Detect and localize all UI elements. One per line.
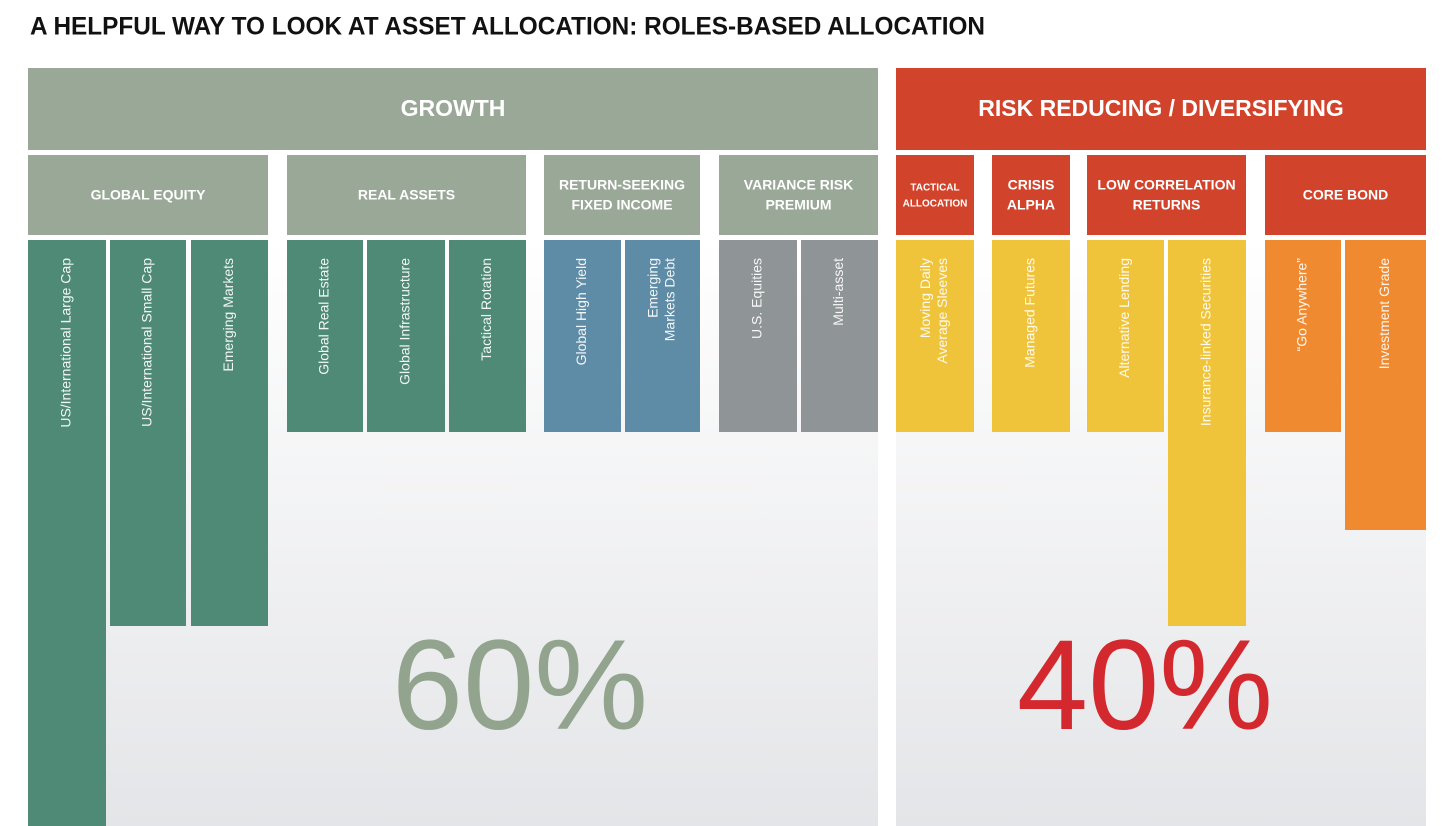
item-label: “Go Anywhere” — [1294, 258, 1310, 352]
allocation-bar — [625, 240, 700, 432]
category-header — [992, 155, 1070, 235]
allocation-bar — [1168, 240, 1246, 626]
category-header — [28, 155, 268, 235]
category-label: CRISIS — [1008, 177, 1055, 193]
category-header — [544, 155, 700, 235]
item-label: US/International Large Cap — [58, 258, 74, 428]
item-label: Emerging — [645, 258, 661, 318]
category-label: ALLOCATION — [903, 199, 968, 210]
title: A HELPFUL WAY TO LOOK AT ASSET ALLOCATIO… — [30, 13, 985, 41]
item-label: U.S. Equities — [749, 258, 765, 339]
group-header — [28, 68, 878, 150]
allocation-bar — [28, 240, 106, 826]
allocation-bar — [287, 240, 363, 432]
item-label: Average Sleeves — [934, 258, 950, 364]
item-label: Alternative Lending — [1116, 258, 1132, 378]
category-label: TACTICAL — [910, 183, 959, 194]
category-label: PREMIUM — [765, 197, 831, 213]
group-label: GROWTH — [401, 95, 506, 121]
item-label: Emerging Markets — [220, 258, 236, 372]
category-label: GLOBAL EQUITY — [91, 187, 207, 203]
allocation-bar — [110, 240, 186, 626]
allocation-bar — [1345, 240, 1426, 530]
item-label: Investment Grade — [1376, 258, 1392, 369]
allocation-bar — [544, 240, 621, 432]
group-header — [896, 68, 1426, 150]
category-header — [719, 155, 878, 235]
category-label: RETURNS — [1133, 197, 1201, 213]
item-label: Managed Futures — [1022, 258, 1038, 368]
item-label: Insurance-linked Securities — [1198, 258, 1214, 426]
allocation-bar — [801, 240, 878, 432]
item-label: Markets Debt — [662, 258, 678, 341]
allocation-bar — [191, 240, 268, 626]
category-label: RETURN-SEEKING — [559, 177, 685, 193]
item-label: Multi-asset — [830, 258, 846, 326]
allocation-bar — [1265, 240, 1341, 432]
allocation-bar — [449, 240, 526, 432]
group-label: RISK REDUCING / DIVERSIFYING — [978, 95, 1343, 121]
category-header — [1265, 155, 1426, 235]
category-header — [896, 155, 974, 235]
item-label: US/International Small Cap — [139, 258, 155, 427]
share-label: 60% — [392, 614, 648, 757]
category-label: FIXED INCOME — [571, 197, 672, 213]
share-label: 40% — [1017, 614, 1273, 757]
category-header — [1087, 155, 1246, 235]
allocation-bar — [896, 240, 974, 432]
allocation-bar — [367, 240, 445, 432]
item-label: Tactical Rotation — [478, 258, 494, 361]
category-header — [287, 155, 526, 235]
category-label: ALPHA — [1007, 197, 1055, 213]
item-label: Global Infrastructure — [397, 258, 413, 385]
allocation-bar — [719, 240, 797, 432]
category-label: REAL ASSETS — [358, 187, 455, 203]
category-label: VARIANCE RISK — [744, 177, 853, 193]
item-label: Global High Yield — [573, 258, 589, 365]
category-label: LOW CORRELATION — [1097, 177, 1235, 193]
allocation-bar — [1087, 240, 1164, 432]
category-label: CORE BOND — [1303, 187, 1389, 203]
item-label: Moving Daily — [917, 258, 933, 338]
allocation-bar — [992, 240, 1070, 432]
item-label: Global Real Estate — [316, 258, 332, 375]
